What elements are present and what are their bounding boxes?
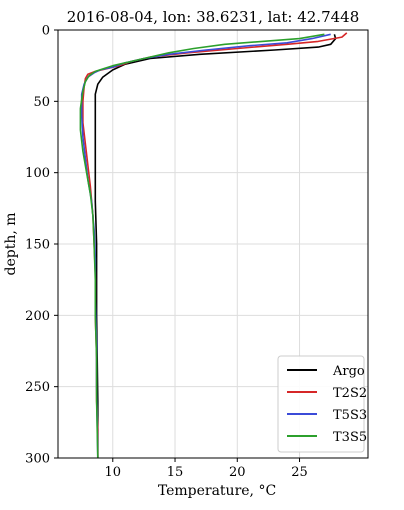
y-tick-label: 50	[33, 95, 50, 110]
y-tick-label: 100	[25, 166, 50, 181]
y-tick-label: 0	[42, 24, 50, 39]
y-tick-label: 200	[25, 309, 50, 324]
x-tick-label: 10	[105, 465, 122, 480]
legend-label-t5s3: T5S3	[333, 408, 367, 423]
y-tick-label: 150	[25, 238, 50, 253]
chart-title: 2016-08-04, lon: 38.6231, lat: 42.7448	[67, 8, 360, 26]
x-tick-label: 20	[229, 465, 246, 480]
x-axis-ticks: 10 15 20 25	[105, 458, 308, 480]
legend: Argo T2S2 T5S3 T3S5	[277, 355, 367, 453]
legend-label-t2s2: T2S2	[333, 386, 367, 401]
legend-box	[277, 355, 365, 453]
x-tick-label: 25	[291, 465, 308, 480]
x-axis-label: Temperature, °C	[158, 483, 276, 499]
y-axis-ticks: 0 50 100 150 200 250 300	[25, 24, 58, 467]
y-tick-label: 300	[25, 452, 50, 467]
legend-label-t3s5: T3S5	[333, 430, 367, 445]
legend-label-argo: Argo	[332, 364, 365, 379]
series-lines	[79, 32, 348, 459]
x-tick-label: 15	[167, 465, 184, 480]
y-axis-label: depth, m	[3, 212, 19, 275]
y-tick-label: 250	[25, 380, 50, 395]
series-line-t3s5	[79, 33, 325, 459]
